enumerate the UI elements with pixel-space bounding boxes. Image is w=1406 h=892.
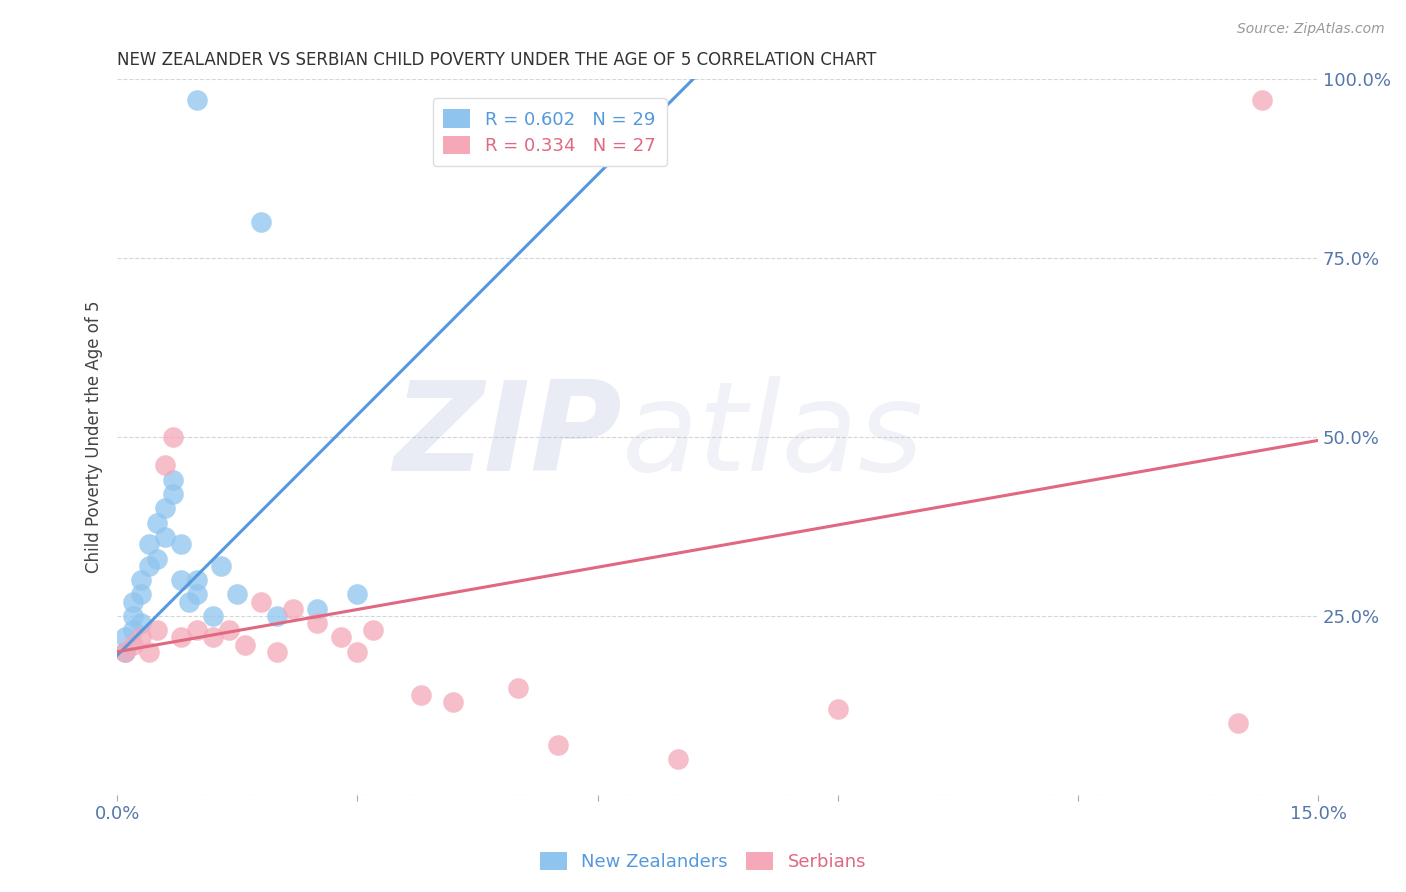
Point	[155, 501, 177, 516]
Point	[307, 616, 329, 631]
Point	[1251, 93, 1274, 107]
Text: Source: ZipAtlas.com: Source: ZipAtlas.com	[1237, 22, 1385, 37]
Point	[122, 609, 145, 624]
Y-axis label: Child Poverty Under the Age of 5: Child Poverty Under the Age of 5	[86, 301, 103, 573]
Point	[155, 530, 177, 544]
Point	[827, 702, 849, 716]
Point	[114, 645, 136, 659]
Point	[202, 609, 225, 624]
Point	[155, 458, 177, 473]
Point	[266, 645, 288, 659]
Text: atlas: atlas	[621, 376, 924, 498]
Point	[411, 688, 433, 702]
Point	[363, 624, 385, 638]
Point	[330, 631, 353, 645]
Point	[129, 573, 152, 587]
Point	[283, 601, 305, 615]
Text: ZIP: ZIP	[392, 376, 621, 498]
Legend: New Zealanders, Serbians: New Zealanders, Serbians	[533, 845, 873, 879]
Legend: R = 0.602   N = 29, R = 0.334   N = 27: R = 0.602 N = 29, R = 0.334 N = 27	[433, 98, 666, 166]
Point	[146, 551, 169, 566]
Point	[186, 587, 208, 601]
Point	[179, 594, 201, 608]
Point	[547, 738, 569, 752]
Point	[506, 681, 529, 695]
Point	[186, 573, 208, 587]
Point	[114, 645, 136, 659]
Point	[114, 631, 136, 645]
Point	[129, 587, 152, 601]
Point	[146, 516, 169, 530]
Point	[138, 537, 160, 551]
Point	[266, 609, 288, 624]
Point	[226, 587, 249, 601]
Point	[202, 631, 225, 645]
Text: NEW ZEALANDER VS SERBIAN CHILD POVERTY UNDER THE AGE OF 5 CORRELATION CHART: NEW ZEALANDER VS SERBIAN CHILD POVERTY U…	[117, 51, 876, 69]
Point	[162, 473, 184, 487]
Point	[138, 558, 160, 573]
Point	[122, 638, 145, 652]
Point	[250, 215, 273, 229]
Point	[307, 601, 329, 615]
Point	[162, 430, 184, 444]
Point	[170, 537, 193, 551]
Point	[170, 573, 193, 587]
Point	[233, 638, 256, 652]
Point	[138, 645, 160, 659]
Point	[346, 645, 368, 659]
Point	[146, 624, 169, 638]
Point	[346, 587, 368, 601]
Point	[129, 631, 152, 645]
Point	[250, 594, 273, 608]
Point	[186, 93, 208, 107]
Point	[443, 695, 465, 709]
Point	[1227, 716, 1250, 731]
Point	[218, 624, 240, 638]
Point	[666, 752, 689, 766]
Point	[162, 487, 184, 501]
Point	[170, 631, 193, 645]
Point	[186, 624, 208, 638]
Point	[209, 558, 232, 573]
Point	[122, 594, 145, 608]
Point	[122, 624, 145, 638]
Point	[129, 616, 152, 631]
